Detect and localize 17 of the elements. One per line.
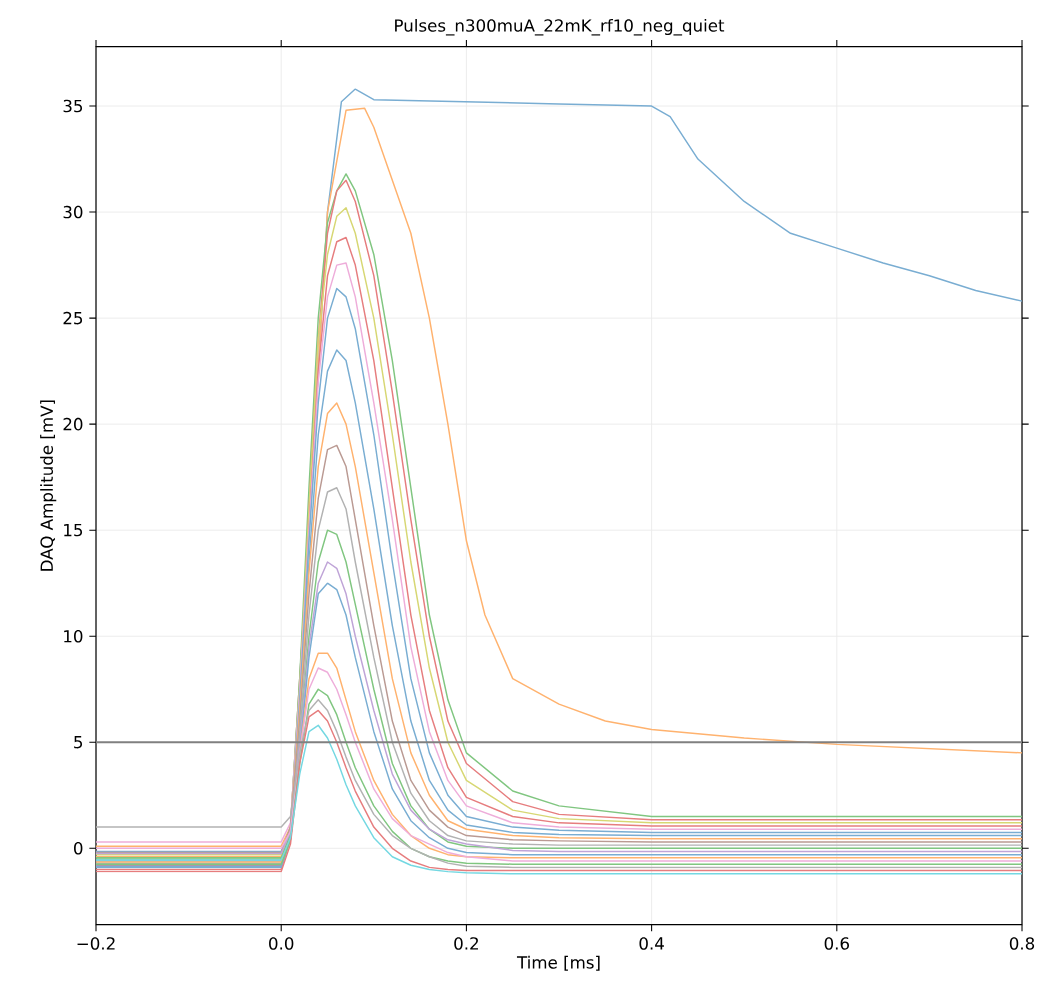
x-axis-title: Time [ms] (516, 955, 600, 971)
x-tick-label: 0.4 (639, 937, 664, 950)
chart-title: Pulses_n300muA_22mK_rf10_neg_quiet (395, 18, 725, 36)
y-tick-label: 15 (64, 523, 83, 537)
x-tick-label: 0.8 (1009, 937, 1035, 950)
y-tick-label: 5 (74, 736, 83, 749)
x-tick-label: 0.2 (454, 937, 478, 950)
y-tick-label: 10 (64, 629, 83, 643)
x-tick-label: −0.2 (77, 937, 115, 950)
y-axis-title: DAQ Amplitude [mV] (40, 400, 57, 571)
y-tick-label: 25 (63, 311, 83, 325)
x-tick-label: 0.6 (824, 937, 850, 950)
y-tick-label: 20 (63, 417, 83, 431)
x-tick-label: 0.0 (269, 937, 294, 950)
y-tick-label: 30 (63, 205, 83, 219)
y-tick-label: 35 (63, 99, 83, 113)
y-tick-label: 0 (74, 841, 83, 855)
